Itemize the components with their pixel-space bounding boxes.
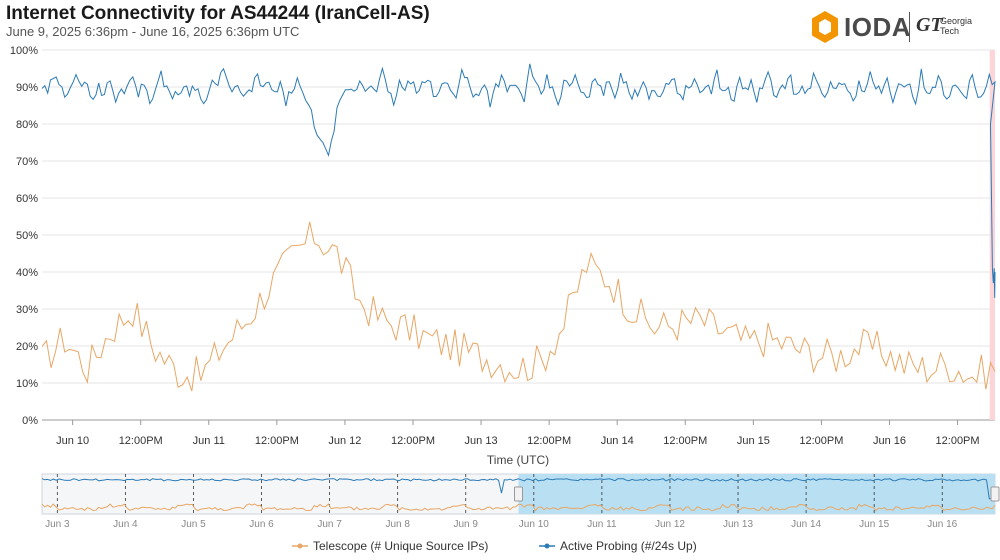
navigator-tick-label: Jun 9	[454, 519, 479, 530]
grid-lines	[42, 49, 995, 421]
chart-subtitle: June 9, 2025 6:36pm - June 16, 2025 6:36…	[6, 24, 300, 39]
x-tick-label: Jun 13	[465, 435, 498, 447]
navigator-ticks: Jun 3 Jun 4 Jun 5 Jun 6 Jun 7 Jun 8 Jun 9 Jun 1…	[45, 474, 958, 530]
y-tick-label: 60%	[16, 193, 38, 205]
georgia-tech-wordmark: Georgia Tech	[940, 16, 972, 36]
navigator-left-handle[interactable]	[514, 486, 523, 502]
ioda-logo-icon	[812, 11, 838, 43]
legend-telescope-label: Telescope (# Unique Source IPs)	[313, 539, 488, 553]
navigator-tick-label: Jun 16	[927, 519, 957, 530]
navigator-tick-label: Jun 10	[519, 519, 549, 530]
y-tick-label: 40%	[16, 267, 38, 279]
legend-telescope-marker	[297, 543, 303, 549]
x-tick-label: 12:00PM	[119, 435, 163, 447]
navigator[interactable]: Jun 3 Jun 4 Jun 5 Jun 6 Jun 7 Jun 8 Jun 9 Jun 1…	[41, 473, 1000, 530]
chart-title: Internet Connectivity for AS44244 (IranC…	[6, 3, 430, 24]
navigator-tick-label: Jun 4	[113, 519, 138, 530]
legend-active-probing-marker	[544, 543, 550, 549]
navigator-tick-label: Jun 3	[45, 519, 70, 530]
x-tick-label: Jun 15	[737, 435, 770, 447]
y-tick-label: 80%	[16, 119, 38, 131]
y-tick-label: 10%	[16, 378, 38, 390]
y-tick-label: 20%	[16, 341, 38, 353]
x-tick-label: 12:00PM	[663, 435, 707, 447]
legend-item-active-probing[interactable]: Active Probing (#/24s Up)	[539, 539, 697, 553]
x-tick-label: 12:00PM	[527, 435, 571, 447]
x-tick-label: 12:00PM	[799, 435, 843, 447]
navigator-tick-label: Jun 15	[859, 519, 889, 530]
x-tick-label: Jun 12	[328, 435, 361, 447]
navigator-tick-label: Jun 12	[655, 519, 685, 530]
ioda-wordmark: IODA	[844, 12, 911, 42]
x-axis: Jun 10 12:00PM Jun 11 12:00PM Jun 12 12:00PM J…	[56, 420, 980, 447]
active-probing-series-line[interactable]	[41, 63, 996, 298]
legend-item-telescope[interactable]: Telescope (# Unique Source IPs)	[292, 539, 488, 553]
y-tick-label: 0%	[22, 415, 38, 427]
navigator-tick-label: Jun 7	[317, 519, 342, 530]
logo-area: IODA GT Georgia Tech	[810, 10, 990, 46]
navigator-tick-label: Jun 6	[249, 519, 274, 530]
navigator-tick-label: Jun 13	[723, 519, 753, 530]
x-tick-label: 12:00PM	[391, 435, 435, 447]
navigator-tick-label: Jun 11	[587, 519, 617, 530]
x-axis-title: Time (UTC)	[487, 453, 549, 467]
x-tick-label: 12:00PM	[255, 435, 299, 447]
legend-active-probing-label: Active Probing (#/24s Up)	[560, 539, 697, 553]
navigator-tick-label: Jun 14	[791, 519, 821, 530]
navigator-probing-line	[41, 478, 995, 500]
x-tick-label: Jun 16	[873, 435, 906, 447]
navigator-right-handle[interactable]	[990, 486, 1000, 502]
y-tick-label: 50%	[16, 230, 38, 242]
navigator-tick-label: Jun 8	[385, 519, 410, 530]
logo-divider	[909, 12, 910, 42]
navigator-tick-label: Jun 5	[181, 519, 206, 530]
y-tick-label: 30%	[16, 304, 38, 316]
x-tick-label: Jun 10	[56, 435, 89, 447]
x-tick-label: Jun 14	[601, 435, 634, 447]
gt-line1: Georgia	[940, 16, 973, 26]
x-tick-label: 12:00PM	[936, 435, 980, 447]
y-axis: 0% 10% 20% 30% 40% 50% 60% 70% 80% 90% 100%	[10, 45, 38, 427]
gt-line2: Tech	[940, 26, 960, 36]
telescope-series-line[interactable]	[41, 221, 996, 392]
y-tick-label: 70%	[16, 156, 38, 168]
georgia-tech-logo-icon: GT	[916, 14, 943, 36]
x-tick-label: Jun 11	[193, 435, 225, 447]
y-tick-label: 100%	[10, 45, 38, 57]
y-tick-label: 90%	[16, 82, 38, 94]
navigator-telescope-line	[41, 503, 996, 512]
legend: Telescope (# Unique Source IPs) Active P…	[292, 539, 697, 553]
